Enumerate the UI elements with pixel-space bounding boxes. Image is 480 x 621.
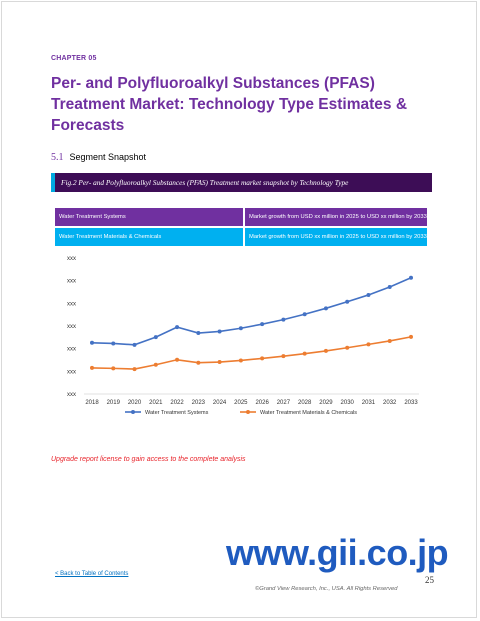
x-tick-label: 2031	[362, 400, 376, 406]
data-point	[217, 360, 222, 365]
data-point	[345, 299, 350, 304]
data-point	[196, 360, 201, 365]
x-tick-label: 2025	[234, 400, 248, 406]
segment-row: Water Treatment Systems Market growth fr…	[55, 208, 427, 226]
section-heading: 5.1 Segment Snapshot	[51, 152, 146, 163]
x-tick-label: 2027	[277, 400, 291, 406]
x-tick-label: 2028	[298, 400, 312, 406]
data-point	[366, 292, 371, 297]
y-tick-label: xxx	[67, 301, 76, 307]
legend-label: Water Treatment Materials & Chemicals	[260, 410, 357, 416]
data-point	[153, 362, 158, 367]
y-tick-label: xxx	[67, 392, 76, 398]
x-tick-label: 2032	[383, 400, 397, 406]
data-point	[345, 345, 350, 350]
data-point	[175, 325, 180, 330]
chart-canvas: xxx xxx xxx xxx xxx xxx xxx 2018 2019 2020 2021 202…	[67, 256, 419, 416]
segment-growth: Market growth from USD xx million in 202…	[245, 208, 427, 226]
data-point	[366, 342, 371, 347]
upgrade-notice: Upgrade report license to gain access to…	[51, 456, 246, 463]
legend-swatch-marker	[131, 410, 135, 414]
x-tick-label: 2023	[192, 400, 206, 406]
data-point	[387, 338, 392, 343]
chapter-label: CHAPTER 05	[51, 55, 97, 62]
x-tick-label: 2020	[128, 400, 142, 406]
y-tick-label: xxx	[67, 256, 76, 262]
segment-growth: Market growth from USD xx million in 202…	[245, 228, 427, 246]
data-point	[302, 351, 307, 356]
data-point	[175, 357, 180, 362]
section-number: 5.1	[51, 152, 64, 163]
section-title: Segment Snapshot	[69, 152, 147, 162]
back-to-toc-link[interactable]: < Back to Table of Contents	[55, 571, 129, 577]
x-tick-label: 2033	[404, 400, 418, 406]
x-tick-label: 2029	[319, 400, 333, 406]
page-number: 25	[425, 575, 434, 585]
data-point	[260, 356, 265, 361]
y-tick-label: xxx	[67, 324, 76, 330]
segment-name: Water Treatment Systems	[55, 208, 243, 226]
y-tick-label: xxx	[67, 279, 76, 285]
y-tick-label: xxx	[67, 369, 76, 375]
data-point	[281, 317, 286, 322]
data-point	[132, 367, 137, 372]
watermark-logo: www.gii.co.jp	[226, 532, 449, 573]
data-point	[132, 342, 137, 347]
data-point	[90, 340, 94, 345]
data-point	[323, 348, 328, 353]
data-point	[238, 326, 243, 331]
x-tick-label: 2026	[255, 400, 269, 406]
segment-name: Water Treatment Materials & Chemicals	[55, 228, 243, 246]
segment-row: Water Treatment Materials & Chemicals Ma…	[55, 228, 427, 246]
data-point	[409, 334, 413, 339]
line-chart: xxx xxx xxx xxx xxx xxx xxx 2018 2019 2020 2021 202…	[55, 246, 425, 426]
data-point	[111, 341, 116, 346]
data-point	[260, 322, 265, 327]
page-title: Per- and Polyfluoroalkyl Substances (PFA…	[51, 75, 408, 134]
data-point	[111, 366, 116, 371]
data-point	[409, 275, 413, 280]
figure-caption: Fig.2 Per- and Polyfluoroalkyl Substance…	[51, 173, 432, 192]
x-tick-label: 2021	[149, 400, 163, 406]
x-tick-label: 2019	[107, 400, 121, 406]
y-tick-label: xxx	[67, 347, 76, 353]
legend-label: Water Treatment Systems	[145, 410, 209, 416]
legend-swatch-marker	[246, 410, 250, 414]
x-tick-label: 2030	[341, 400, 355, 406]
data-point	[196, 331, 201, 336]
x-tick-label: 2024	[213, 400, 227, 406]
data-point	[217, 329, 222, 334]
data-point	[153, 335, 158, 340]
data-point	[387, 285, 392, 290]
x-tick-label: 2022	[170, 400, 184, 406]
data-point	[238, 358, 243, 363]
copyright-notice: ©Grand View Research, Inc., USA. All Rig…	[255, 586, 398, 592]
series-line	[91, 276, 412, 346]
data-point	[90, 365, 94, 370]
x-tick-label: 2018	[85, 400, 99, 406]
series-line	[91, 336, 412, 370]
data-point	[281, 354, 286, 359]
data-point	[302, 312, 307, 317]
data-point	[323, 306, 328, 311]
